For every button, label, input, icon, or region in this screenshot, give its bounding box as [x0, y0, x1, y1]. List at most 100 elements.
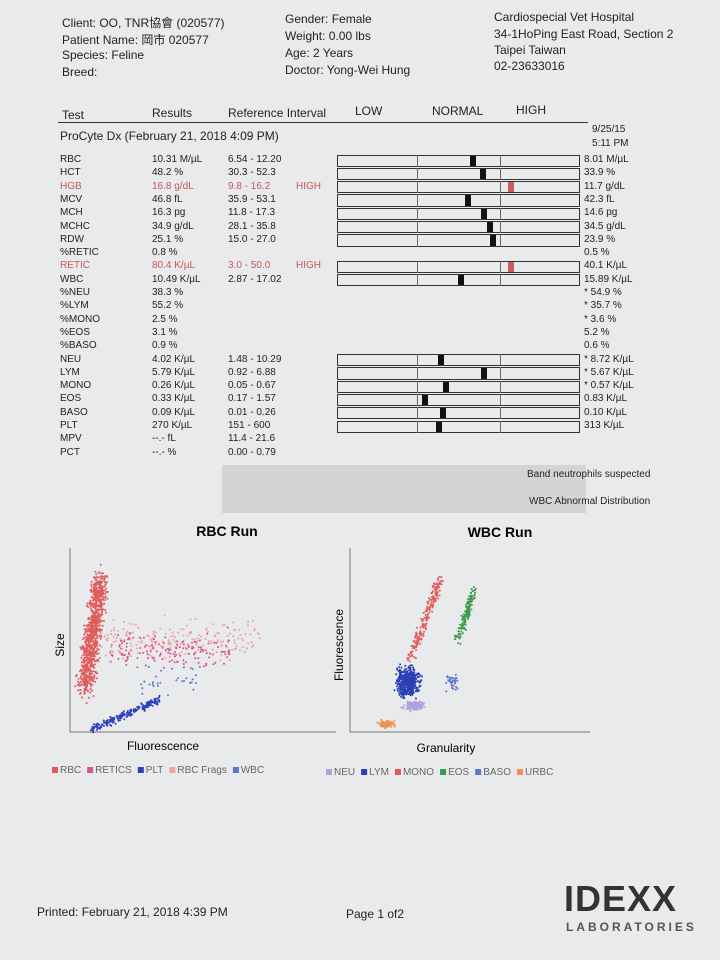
dot: [182, 666, 185, 669]
dot: [91, 611, 94, 614]
dot: [406, 684, 409, 687]
dot: [117, 634, 120, 637]
dot: [102, 608, 105, 611]
dot: [164, 632, 167, 635]
dot: [89, 672, 91, 675]
divider: [500, 154, 501, 167]
dot: [98, 614, 100, 617]
notes-box: [222, 465, 586, 513]
dot: [130, 713, 133, 716]
dot: [445, 690, 448, 693]
dot: [95, 649, 98, 652]
dot: [110, 630, 113, 632]
dot: [215, 651, 218, 654]
test: %RETIC: [60, 247, 99, 259]
dot: [409, 708, 411, 711]
dot: [235, 647, 238, 650]
dot: [396, 667, 399, 670]
dot: [74, 685, 77, 688]
test: MPV: [60, 433, 82, 445]
legend-swatch: [169, 767, 176, 773]
dot: [185, 647, 188, 650]
dot: [403, 670, 406, 673]
dot: [83, 624, 86, 627]
dot: [163, 614, 166, 617]
dot: [95, 723, 98, 726]
dot: [142, 707, 145, 710]
dot: [412, 686, 415, 689]
result: 2.5 %: [152, 313, 178, 325]
dot: [450, 681, 453, 684]
dot: [419, 674, 422, 677]
dot: [384, 726, 387, 729]
dot: [144, 645, 146, 648]
dot: [94, 624, 97, 627]
dot: [143, 709, 146, 712]
range-bar: [337, 234, 580, 247]
dot: [407, 653, 410, 656]
range-bar: [337, 167, 580, 181]
dot: [424, 613, 427, 616]
result: 5.79 K/µL: [152, 366, 196, 378]
dot: [94, 578, 97, 581]
dot: [86, 639, 89, 641]
dot: [169, 635, 172, 638]
dot: [469, 597, 472, 600]
dot: [95, 629, 98, 632]
dot: [411, 677, 414, 680]
dot: [182, 643, 185, 646]
dot: [202, 644, 205, 647]
dot: [123, 710, 125, 713]
dot: [123, 718, 126, 721]
dot: [198, 634, 201, 637]
dot: [101, 592, 104, 595]
dot: [454, 688, 457, 691]
dot: [93, 660, 96, 663]
divider: [417, 367, 418, 380]
dot: [145, 706, 148, 709]
dot: [84, 653, 86, 656]
dot: [88, 653, 91, 656]
range: 151 - 600: [228, 420, 271, 431]
dot: [418, 702, 421, 705]
dot: [422, 611, 425, 614]
dot: [91, 602, 94, 605]
dot: [460, 614, 463, 617]
dot: [399, 690, 402, 693]
dot: [465, 628, 467, 631]
prior: 40.1 K/µL: [584, 260, 628, 272]
marker: [481, 208, 487, 219]
dot: [415, 705, 418, 708]
dot: [167, 641, 170, 644]
dot: [96, 575, 99, 578]
dot: [416, 643, 419, 646]
dot: [398, 692, 401, 695]
dot: [453, 634, 456, 637]
dot: [98, 634, 101, 637]
dot: [91, 689, 93, 692]
dot: [242, 646, 245, 649]
range: 6.54 - 12.20: [228, 154, 282, 165]
dot: [104, 595, 107, 598]
divider: [500, 260, 501, 274]
dot: [177, 631, 180, 634]
dot: [233, 648, 236, 651]
dot: [434, 597, 437, 600]
range-bar: [337, 221, 580, 234]
dot: [152, 638, 155, 641]
x-axis-label: Granularity: [417, 741, 476, 755]
dot: [88, 601, 91, 603]
dot: [427, 602, 430, 605]
prior-time: 5:11 PM: [592, 138, 629, 149]
legend-label: WBC: [241, 765, 264, 776]
dot: [381, 720, 384, 723]
dot: [105, 723, 108, 726]
dot: [423, 706, 426, 709]
dot: [466, 607, 469, 610]
dot: [413, 700, 416, 703]
dot: [91, 621, 94, 624]
dot: [99, 628, 102, 631]
dot: [100, 611, 103, 614]
dot: [87, 660, 90, 663]
dot: [79, 681, 82, 683]
